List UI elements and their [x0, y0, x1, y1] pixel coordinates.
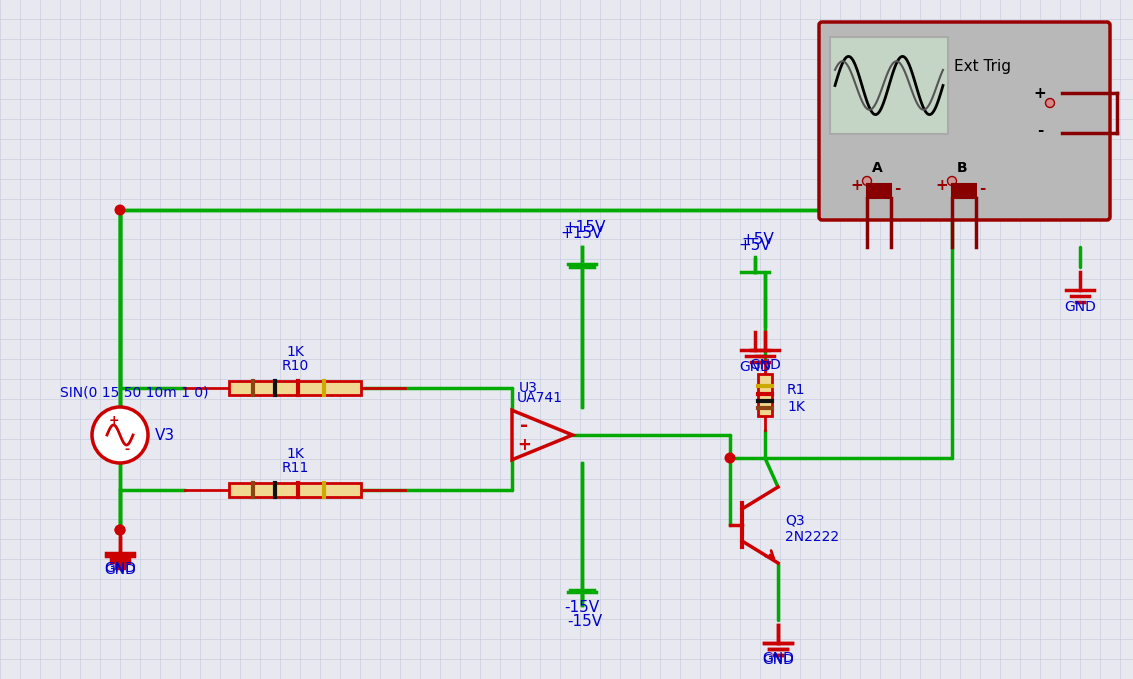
Circle shape	[947, 177, 956, 185]
Bar	[867, 184, 891, 198]
Bar	[830, 37, 948, 134]
Text: 1K: 1K	[286, 345, 304, 359]
FancyBboxPatch shape	[819, 22, 1110, 220]
Text: 2N2222: 2N2222	[785, 530, 840, 544]
Circle shape	[114, 524, 126, 536]
Bar	[952, 184, 976, 198]
Text: GND: GND	[749, 358, 781, 372]
Text: U3: U3	[519, 381, 538, 395]
Text: +: +	[517, 436, 531, 454]
Text: -: -	[894, 181, 901, 196]
Circle shape	[862, 177, 871, 185]
Bar	[758, 374, 772, 416]
Text: -: -	[520, 416, 528, 435]
Text: R10: R10	[281, 359, 308, 373]
Text: -15V: -15V	[568, 614, 603, 629]
Text: Ext Trig: Ext Trig	[954, 60, 1011, 75]
Text: R1: R1	[787, 383, 806, 397]
Text: +5V: +5V	[739, 238, 772, 253]
Circle shape	[114, 204, 126, 215]
Text: +: +	[936, 177, 948, 193]
Circle shape	[92, 407, 148, 463]
Text: +15V: +15V	[561, 227, 603, 242]
Text: GND: GND	[739, 360, 770, 374]
Bar	[229, 381, 361, 395]
Text: +: +	[1033, 86, 1047, 100]
Text: -: -	[979, 181, 986, 196]
Circle shape	[114, 524, 126, 536]
Text: A: A	[871, 161, 883, 175]
Text: V3: V3	[155, 428, 176, 443]
Text: GND: GND	[763, 653, 794, 667]
Text: R11: R11	[281, 461, 308, 475]
Text: GND: GND	[1064, 300, 1096, 314]
Text: UA741: UA741	[517, 390, 562, 405]
Text: -: -	[1037, 122, 1043, 138]
Text: -: -	[125, 443, 129, 456]
Text: 1K: 1K	[787, 400, 804, 414]
Text: Q3: Q3	[785, 513, 804, 527]
Text: B: B	[956, 161, 968, 175]
Text: +15V: +15V	[564, 219, 606, 234]
Circle shape	[724, 452, 735, 464]
Text: GND: GND	[104, 563, 136, 577]
Circle shape	[1046, 98, 1055, 107]
Text: GND: GND	[763, 651, 794, 665]
Text: +: +	[109, 414, 119, 428]
Text: +5V: +5V	[742, 232, 774, 246]
Text: -15V: -15V	[564, 600, 599, 615]
Bar	[229, 483, 361, 497]
Text: GND: GND	[104, 561, 136, 575]
Text: +: +	[851, 177, 863, 193]
Text: 1K: 1K	[286, 447, 304, 461]
Text: SIN(0 15 50 10m 1 0): SIN(0 15 50 10m 1 0)	[60, 386, 208, 400]
